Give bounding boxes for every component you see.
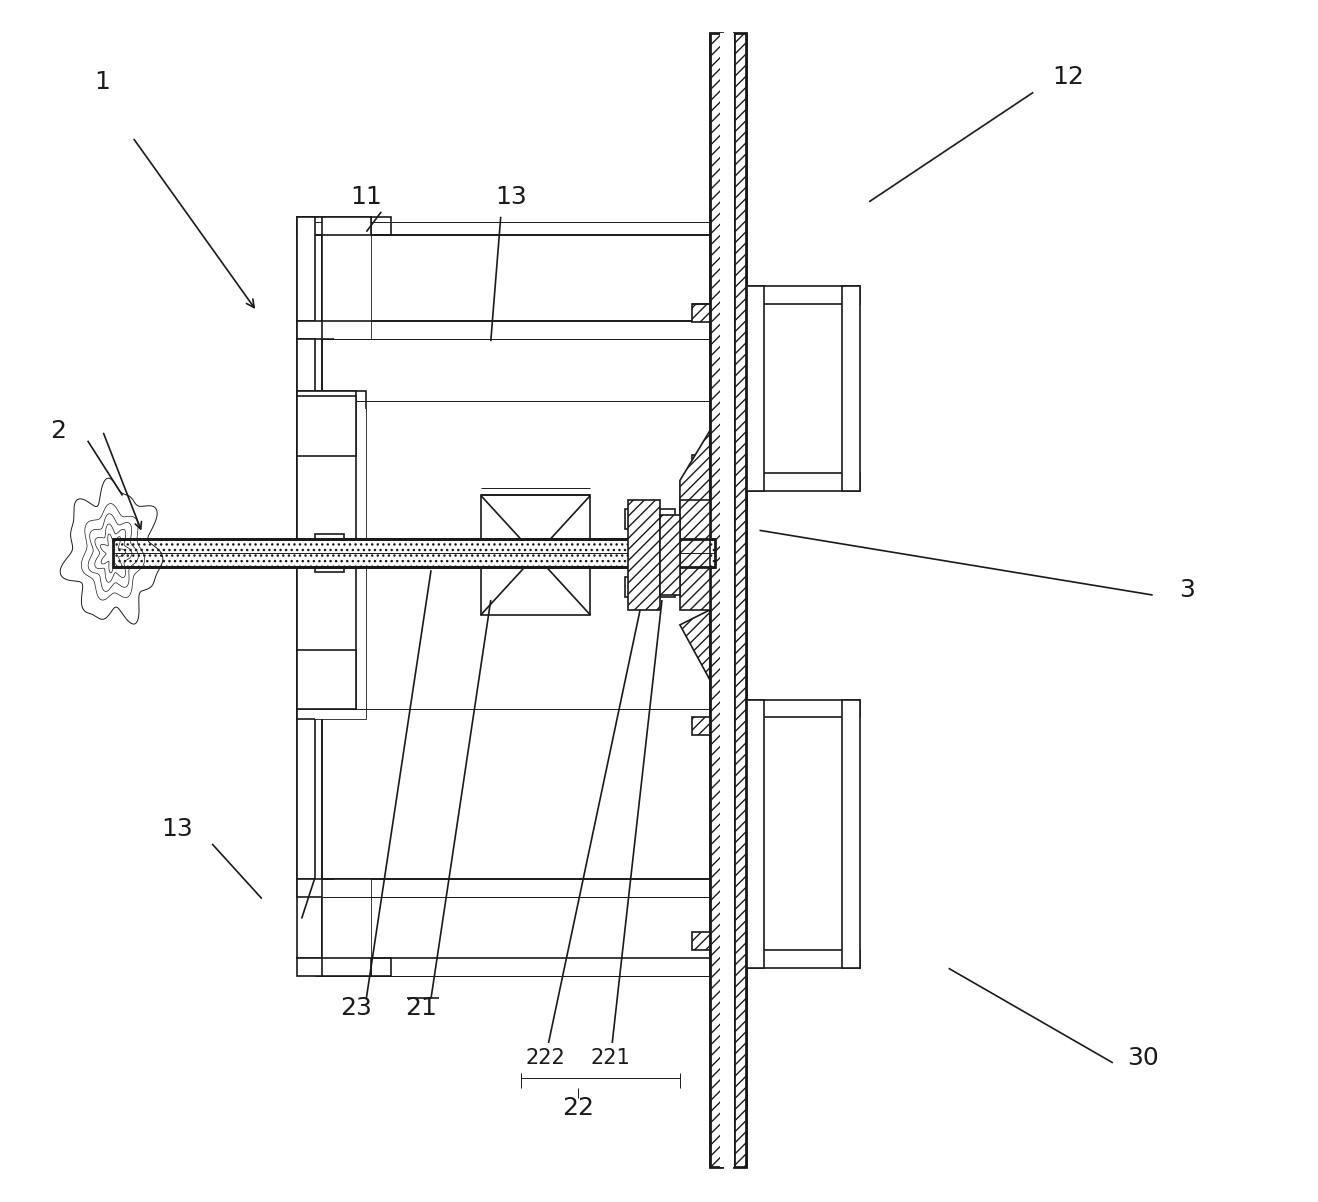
- Bar: [297, 391, 366, 720]
- Bar: [842, 700, 861, 969]
- Text: 2: 2: [50, 418, 66, 442]
- Bar: [692, 718, 710, 736]
- Text: 222: 222: [526, 1048, 565, 1067]
- Text: 12: 12: [1052, 65, 1083, 89]
- Bar: [746, 700, 763, 969]
- Bar: [297, 958, 372, 976]
- Polygon shape: [680, 430, 710, 516]
- Bar: [625, 577, 675, 597]
- Bar: [710, 32, 722, 1167]
- Bar: [315, 535, 344, 572]
- Bar: [692, 933, 710, 951]
- Bar: [333, 234, 372, 339]
- Text: 13: 13: [161, 817, 194, 841]
- Bar: [322, 216, 372, 339]
- Bar: [297, 391, 356, 709]
- Bar: [297, 395, 356, 456]
- Bar: [746, 951, 861, 969]
- Text: 3: 3: [1180, 578, 1195, 602]
- Text: 22: 22: [563, 1096, 594, 1119]
- Bar: [297, 216, 372, 234]
- Bar: [625, 510, 675, 529]
- Bar: [746, 286, 861, 304]
- Bar: [322, 879, 372, 976]
- Text: 1: 1: [95, 71, 111, 95]
- Bar: [297, 321, 347, 339]
- Text: 23: 23: [340, 996, 373, 1020]
- Bar: [297, 216, 315, 321]
- Bar: [746, 472, 861, 490]
- Polygon shape: [680, 609, 710, 679]
- Bar: [692, 304, 710, 322]
- Text: 11: 11: [351, 185, 382, 209]
- Bar: [372, 216, 391, 234]
- Bar: [629, 500, 660, 609]
- Text: 13: 13: [494, 185, 527, 209]
- Bar: [746, 286, 763, 490]
- Bar: [297, 650, 356, 709]
- Bar: [481, 495, 590, 615]
- Bar: [315, 409, 366, 720]
- Text: 21: 21: [405, 996, 438, 1020]
- Bar: [297, 216, 322, 958]
- Bar: [720, 32, 734, 1167]
- Polygon shape: [680, 500, 710, 609]
- Bar: [692, 454, 710, 472]
- Bar: [372, 958, 391, 976]
- Bar: [297, 339, 315, 879]
- Bar: [641, 535, 718, 572]
- Bar: [746, 700, 861, 718]
- Bar: [734, 32, 746, 1167]
- Bar: [333, 879, 372, 958]
- Text: 30: 30: [1127, 1046, 1159, 1070]
- Text: 221: 221: [590, 1048, 630, 1067]
- Bar: [842, 286, 861, 490]
- Bar: [660, 516, 680, 595]
- Bar: [112, 540, 714, 567]
- Bar: [297, 879, 347, 897]
